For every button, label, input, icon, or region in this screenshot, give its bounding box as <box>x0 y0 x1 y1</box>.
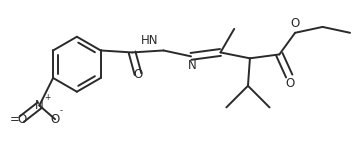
Text: N: N <box>188 59 196 72</box>
Text: O: O <box>17 113 26 126</box>
Text: -: - <box>60 106 63 115</box>
Text: O: O <box>286 77 295 90</box>
Text: =: = <box>10 113 20 126</box>
Text: +: + <box>44 93 51 102</box>
Text: O: O <box>291 17 300 30</box>
Text: N: N <box>35 99 44 112</box>
Text: O: O <box>50 113 60 126</box>
Text: O: O <box>134 67 143 81</box>
Text: HN: HN <box>141 34 159 47</box>
